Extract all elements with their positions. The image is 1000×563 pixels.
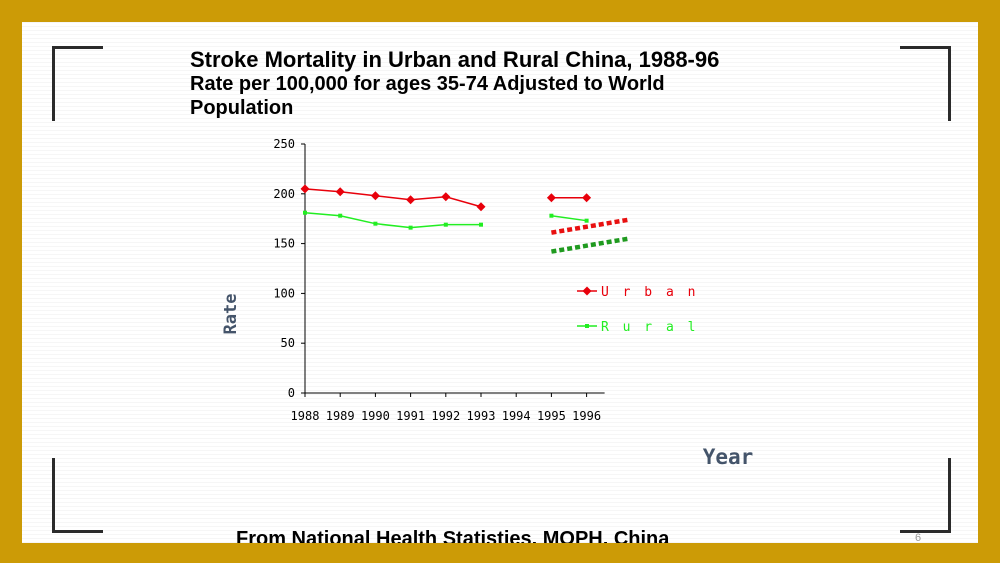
trendline-rural (551, 236, 630, 254)
data-point-urban (546, 193, 556, 203)
chart-subtitle-line1: Rate per 100,000 for ages 35-74 Adjusted… (190, 73, 665, 95)
x-tick-label: 1990 (361, 409, 390, 423)
trendline-urban (551, 217, 630, 235)
source-note: From National Health Statisties, MOPH, C… (236, 528, 670, 543)
data-point-rural (408, 225, 413, 230)
slide-title: Stroke Mortality in Urban and Rural Chin… (190, 48, 719, 120)
legend-label-urban: U r b a n (601, 285, 698, 300)
data-point-urban (441, 192, 451, 202)
x-tick-label: 1995 (537, 409, 566, 423)
legend-label-rural: R u r a l (601, 320, 698, 335)
legend-marker-urban (582, 286, 592, 296)
x-tick-label: 1992 (431, 409, 460, 423)
data-point-rural (303, 210, 307, 215)
data-point-urban (335, 187, 345, 197)
y-axis-title: Rate (221, 294, 241, 335)
y-tick-label: 50 (281, 336, 295, 350)
data-point-urban (300, 184, 310, 194)
chart-subtitle-line2: Population (190, 97, 294, 119)
data-point-rural (584, 218, 589, 223)
x-tick-label: 1993 (467, 409, 496, 423)
y-tick-label: 150 (273, 237, 295, 251)
corner-bottom-left (52, 458, 103, 533)
data-point-urban (582, 193, 592, 203)
y-tick-label: 250 (273, 137, 295, 151)
y-tick-label: 0 (288, 386, 295, 400)
series-line-rural (551, 214, 587, 222)
corner-bottom-right (900, 458, 951, 533)
x-tick-label: 1994 (502, 409, 531, 423)
y-tick-label: 100 (273, 286, 295, 300)
y-tick-label: 200 (273, 187, 295, 201)
corner-top-left (52, 46, 103, 121)
corner-top-right (900, 46, 951, 121)
chart-title: Stroke Mortality in Urban and Rural Chin… (190, 47, 720, 72)
series-line-rural (304, 211, 481, 229)
x-tick-label: 1988 (291, 409, 320, 423)
x-tick-label: 1996 (572, 409, 601, 423)
legend-marker-rural (585, 324, 589, 328)
line-chart: 0 50 100 150 200 250 1988 1989 1990 1991 1992 1993 1… (221, 137, 754, 469)
data-point-urban (370, 191, 380, 201)
data-point-rural (479, 222, 483, 227)
slide: Stroke Mortality in Urban and Rural Chin… (22, 22, 978, 543)
x-axis-title: Year (703, 445, 754, 469)
series-line-urban (304, 188, 482, 208)
page-number: 6 (915, 532, 922, 543)
data-point-urban (476, 202, 486, 212)
x-tick-label: 1989 (326, 409, 355, 423)
data-point-urban (406, 195, 416, 205)
data-point-rural (549, 213, 554, 218)
data-point-rural (338, 213, 343, 218)
data-point-rural (373, 221, 378, 226)
x-tick-label: 1991 (396, 409, 425, 423)
data-point-rural (443, 222, 448, 227)
